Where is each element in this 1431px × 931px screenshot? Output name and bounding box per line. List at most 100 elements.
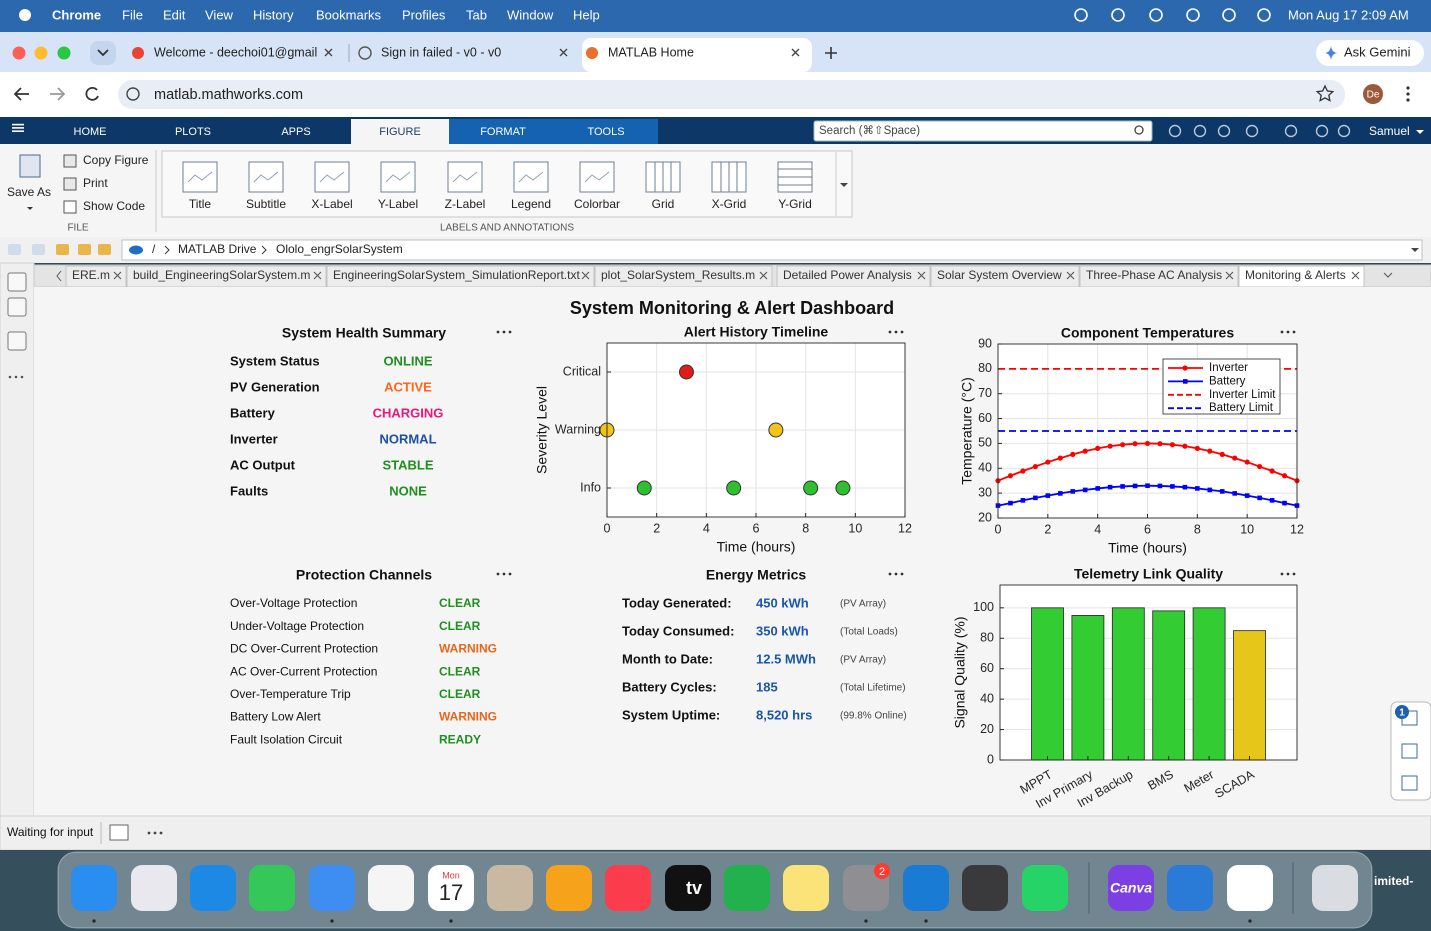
annotation-icon[interactable] (579, 161, 615, 193)
annotation-icon[interactable] (248, 161, 284, 193)
quick-access[interactable] (1245, 124, 1259, 138)
side-more[interactable] (14, 375, 18, 379)
more-icon[interactable] (1280, 572, 1284, 576)
browser-menu[interactable] (1406, 92, 1410, 96)
tab-list[interactable] (1383, 272, 1393, 278)
annotation-icon[interactable] (314, 161, 350, 193)
annotation-icon[interactable] (182, 161, 218, 193)
annotation-button[interactable]: Z-Label (445, 197, 486, 211)
more-icon[interactable] (496, 572, 500, 576)
more-icon[interactable] (894, 330, 898, 334)
file-action[interactable]: Copy Figure (83, 153, 149, 167)
gemini-button[interactable] (1316, 40, 1424, 66)
menu-app[interactable]: Chrome (52, 7, 101, 22)
side-icon[interactable] (7, 297, 27, 317)
path-field[interactable] (121, 239, 1423, 261)
annotation-button[interactable]: Colorbar (574, 197, 620, 211)
file-action[interactable]: Print (83, 176, 108, 190)
quick-access[interactable] (1168, 124, 1182, 138)
annotation-button[interactable]: Subtitle (246, 197, 286, 211)
quick-access[interactable] (1337, 124, 1351, 138)
status-icon[interactable] (1111, 8, 1125, 22)
avatar[interactable] (1363, 84, 1383, 104)
menu-item[interactable]: View (205, 7, 234, 22)
path-segment[interactable]: / (152, 242, 156, 256)
more-icon[interactable] (508, 330, 512, 334)
gemini-label[interactable]: Ask Gemini (1344, 44, 1411, 59)
dock-app[interactable] (1022, 865, 1068, 911)
annotation-button[interactable]: Y-Label (378, 197, 418, 211)
status-icon[interactable] (1222, 8, 1236, 22)
quick-access[interactable] (1193, 124, 1207, 138)
reload-button[interactable] (85, 86, 99, 101)
quick-access[interactable] (1217, 124, 1231, 138)
annotation-button[interactable]: X-Grid (712, 197, 747, 211)
more-icon[interactable] (153, 831, 157, 835)
nav-icon[interactable] (98, 244, 111, 255)
editor-tab-close[interactable] (1225, 271, 1234, 280)
dock-app[interactable] (1227, 865, 1273, 911)
tab-close[interactable] (791, 48, 800, 57)
nav-icon[interactable] (32, 244, 45, 255)
menu-item[interactable]: Window (507, 7, 554, 22)
editor-tab-label[interactable]: EngineeringSolarSystem_SimulationReport.… (333, 268, 580, 282)
browser-menu[interactable] (1406, 86, 1410, 90)
print-icon[interactable] (63, 177, 77, 191)
dock-app[interactable] (131, 865, 177, 911)
panel-icon[interactable] (1401, 743, 1418, 759)
window-button[interactable] (57, 46, 71, 60)
dock-app[interactable] (903, 865, 949, 911)
annotation-icon[interactable] (513, 161, 549, 193)
bookmark-star[interactable] (1315, 84, 1335, 102)
more-icon[interactable] (1292, 330, 1296, 334)
apple-icon[interactable] (19, 9, 31, 21)
dock-app[interactable] (428, 865, 474, 911)
more-icon[interactable] (508, 572, 512, 576)
dock-app[interactable] (546, 865, 592, 911)
menu-item[interactable]: Tab (466, 7, 487, 22)
tab-close[interactable] (559, 48, 568, 57)
quick-access[interactable] (1315, 124, 1329, 138)
command-icon[interactable] (109, 824, 129, 841)
dock-app[interactable] (783, 865, 829, 911)
dock-app[interactable] (487, 865, 533, 911)
annotation-icon[interactable] (380, 161, 416, 193)
menu-item[interactable]: File (122, 7, 143, 22)
dock-app[interactable] (190, 865, 236, 911)
forward-button[interactable] (50, 87, 66, 101)
path-segment[interactable]: Ololo_engrSolarSystem (276, 242, 403, 256)
menu-item[interactable]: History (253, 7, 294, 22)
more-icon[interactable] (502, 572, 506, 576)
copy-icon[interactable] (63, 154, 77, 168)
search-placeholder[interactable]: Search (⌘⇧Space) (819, 124, 920, 137)
annotation-button[interactable]: Grid (652, 197, 675, 211)
tab-scroll[interactable] (56, 270, 62, 282)
editor-tab-close[interactable] (113, 271, 122, 280)
tab-close[interactable] (324, 48, 333, 57)
annotation-button[interactable]: Legend (511, 197, 551, 211)
menu-item[interactable]: Edit (163, 7, 186, 22)
editor-tab-close[interactable] (1066, 271, 1075, 280)
back-button[interactable] (13, 87, 29, 101)
side-more[interactable] (20, 375, 24, 379)
path-dropdown[interactable] (1411, 248, 1419, 252)
menu-item[interactable]: Help (573, 7, 600, 22)
nav-icon[interactable] (8, 244, 21, 255)
browser-tab[interactable]: Welcome - deechoi01@gmail (154, 45, 317, 59)
panel-icon[interactable] (1401, 775, 1418, 791)
more-icon[interactable] (1286, 330, 1290, 334)
window-button[interactable] (12, 46, 26, 60)
nav-icon[interactable] (78, 244, 91, 255)
site-info[interactable] (126, 87, 140, 101)
editor-tab-label[interactable]: plot_SolarSystem_Results.m (601, 268, 755, 282)
dock-app[interactable] (249, 865, 295, 911)
editor-tab-label[interactable]: Detailed Power Analysis (783, 268, 912, 282)
editor-tab-label[interactable]: Three-Phase AC Analysis (1086, 268, 1222, 282)
annotation-button[interactable]: X-Label (311, 197, 352, 211)
window-button[interactable] (34, 46, 48, 60)
status-icon[interactable] (1186, 8, 1200, 22)
dock-app[interactable] (665, 865, 711, 911)
save-icon[interactable] (19, 154, 41, 178)
dock-app[interactable] (724, 865, 770, 911)
toolstrip-tab[interactable]: TOOLS (587, 126, 624, 138)
